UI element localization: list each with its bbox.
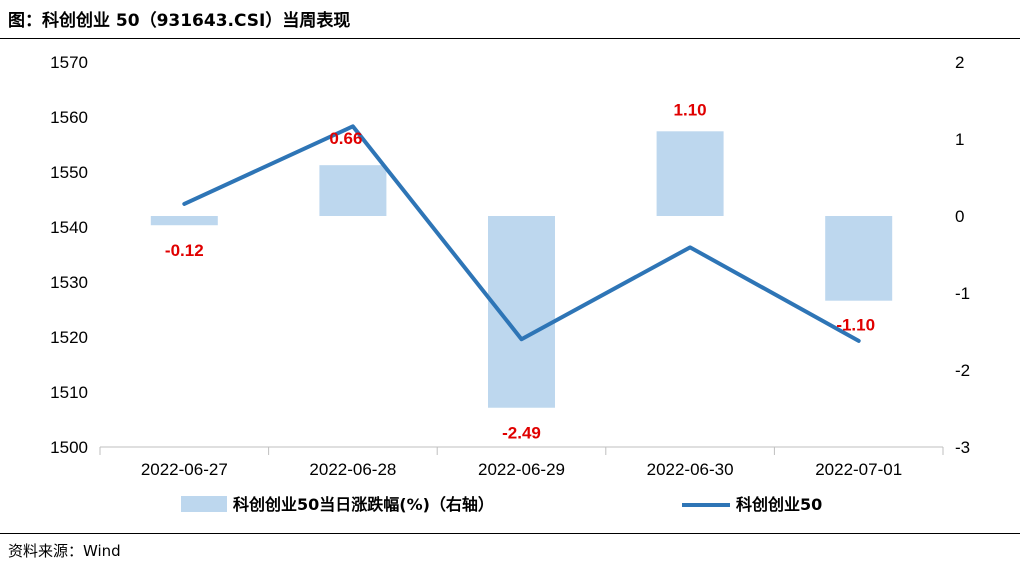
line-series (182, 124, 861, 343)
right-tick-label: 0 (955, 207, 964, 226)
left-tick-label: 1540 (50, 218, 88, 237)
left-tick-label: 1500 (50, 438, 88, 457)
combo-chart: 1500 1510 1520 1530 1540 1550 1560 1570 -3 -2 -1 0… (50, 53, 970, 514)
bar-2022-06-27 (150, 216, 218, 226)
data-label-2022-06-29: -2.49 (502, 424, 541, 443)
category-label: 2022-06-27 (141, 460, 228, 479)
left-tick-label: 1570 (50, 53, 88, 72)
right-tick-label: 1 (955, 130, 964, 149)
bar-2022-06-28 (319, 165, 387, 216)
data-label-2022-06-27: -0.12 (165, 241, 204, 260)
bar-2022-06-30 (656, 131, 724, 216)
left-tick-label: 1510 (50, 383, 88, 402)
category-labels: 2022-06-27 2022-06-28 2022-06-29 2022-06-30… (141, 447, 902, 479)
source-note: 资料来源：Wind (8, 542, 121, 560)
right-axis-ticks: -3 -2 -1 0 1 2 (955, 53, 970, 457)
legend: 科创创业50当日涨跌幅(%)（右轴） 科创创业50 (181, 495, 822, 514)
bar-2022-07-01 (825, 216, 893, 301)
right-tick-label: -1 (955, 284, 970, 303)
category-label: 2022-06-28 (309, 460, 396, 479)
bar-series (150, 131, 893, 408)
right-tick-label: 2 (955, 53, 964, 72)
category-label: 2022-07-01 (815, 460, 902, 479)
legend-bar-label: 科创创业50当日涨跌幅(%)（右轴） (233, 495, 494, 514)
source-rule (0, 533, 1020, 534)
data-label-2022-06-30: 1.10 (674, 100, 707, 119)
category-label: 2022-06-29 (478, 460, 565, 479)
title-rule (0, 38, 1020, 39)
data-label-2022-06-28: 0.66 (329, 129, 362, 148)
bar-data-labels: -0.12 0.66 -2.49 1.10 -1.10 (165, 100, 875, 442)
category-label: 2022-06-30 (647, 460, 734, 479)
right-tick-label: -3 (955, 438, 970, 457)
data-label-2022-07-01: -1.10 (836, 316, 875, 335)
left-tick-label: 1530 (50, 273, 88, 292)
right-tick-label: -2 (955, 361, 970, 380)
left-tick-label: 1560 (50, 108, 88, 127)
figure-title: 图：科创创业 50（931643.CSI）当周表现 (8, 11, 351, 31)
legend-bar-swatch (181, 496, 227, 512)
left-tick-label: 1550 (50, 163, 88, 182)
left-tick-label: 1520 (50, 328, 88, 347)
legend-line-label: 科创创业50 (736, 495, 822, 514)
left-axis-ticks: 1500 1510 1520 1530 1540 1550 1560 1570 (50, 53, 88, 457)
